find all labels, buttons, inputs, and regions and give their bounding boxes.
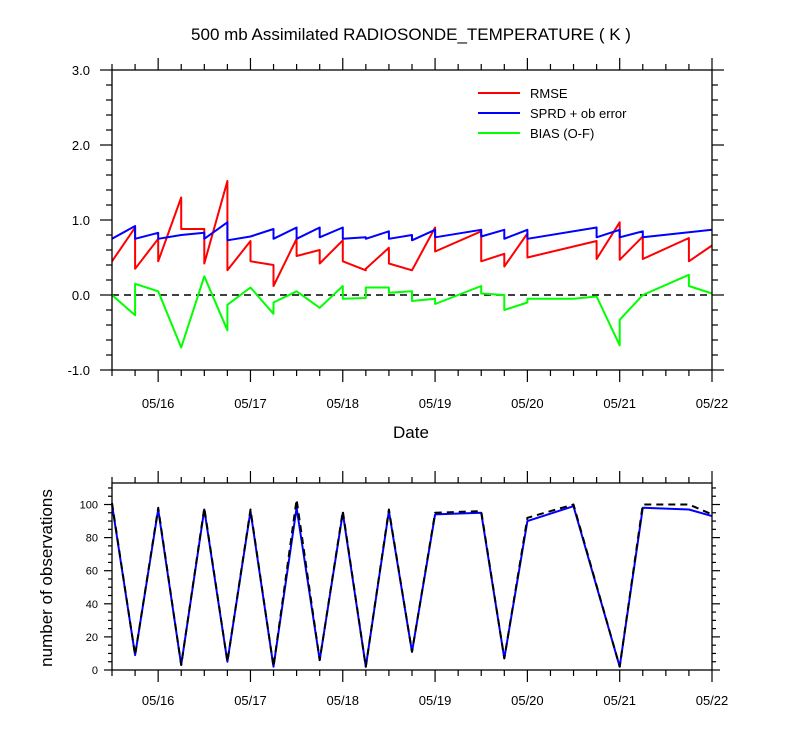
y-axis-label: number of observations bbox=[37, 489, 56, 667]
bottom-plot-frame bbox=[111, 482, 713, 671]
legend: RMSE SPRD + ob error BIAS (O-F) bbox=[478, 86, 627, 141]
legend-label: SPRD + ob error bbox=[530, 106, 627, 121]
x-tick-label: 05/18 bbox=[326, 693, 359, 708]
series-line-rmse bbox=[111, 180, 713, 287]
series-line-total bbox=[111, 498, 713, 668]
chart-title: 500 mb Assimilated RADIOSONDE_TEMPERATUR… bbox=[191, 25, 631, 44]
y-tick-label: 20 bbox=[86, 632, 98, 644]
legend-label: BIAS (O-F) bbox=[530, 126, 594, 141]
x-tick-label: 05/16 bbox=[142, 693, 175, 708]
legend-label: RMSE bbox=[530, 86, 568, 101]
y-tick-label: 2.0 bbox=[72, 138, 90, 153]
y-tick-label: 3.0 bbox=[72, 63, 90, 78]
x-tick-label: 05/20 bbox=[511, 693, 544, 708]
top-plot-frame bbox=[111, 69, 713, 371]
x-tick-label: 05/19 bbox=[419, 396, 452, 411]
y-tick-label: 40 bbox=[86, 599, 98, 611]
x-tick-label: 05/19 bbox=[419, 693, 452, 708]
x-tick-label: 05/21 bbox=[603, 396, 636, 411]
y-tick-label: 80 bbox=[86, 533, 98, 545]
y-tick-label: 60 bbox=[86, 566, 98, 578]
y-tick-label: 100 bbox=[80, 500, 98, 512]
y-tick-label: -1.0 bbox=[68, 363, 90, 378]
y-tick-label: 1.0 bbox=[72, 213, 90, 228]
x-axis-label: Date bbox=[393, 423, 429, 442]
y-tick-label: 0.0 bbox=[72, 288, 90, 303]
series-line-sprd-ob-error bbox=[111, 221, 713, 242]
x-tick-label: 05/16 bbox=[142, 396, 175, 411]
series-line-bias-o-f bbox=[111, 273, 713, 349]
series-line-assimilated bbox=[111, 504, 713, 668]
x-tick-label: 05/22 bbox=[696, 693, 729, 708]
x-tick-label: 05/17 bbox=[234, 693, 267, 708]
x-tick-label: 05/18 bbox=[326, 396, 359, 411]
y-tick-label: 0 bbox=[92, 665, 98, 677]
x-tick-label: 05/20 bbox=[511, 396, 544, 411]
x-tick-label: 05/17 bbox=[234, 396, 267, 411]
x-tick-label: 05/22 bbox=[696, 396, 729, 411]
x-tick-label: 05/21 bbox=[603, 693, 636, 708]
